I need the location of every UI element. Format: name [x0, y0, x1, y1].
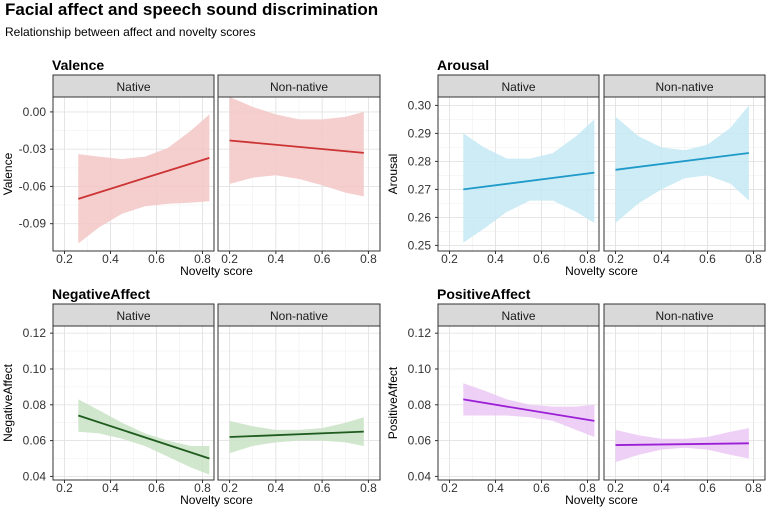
valence-y-tick-label: -0.06: [19, 179, 47, 193]
positive-affect-native-panel-border: [437, 325, 600, 481]
positive-affect-y-tick-label: 0.10: [408, 362, 432, 376]
negative-affect-native-panel-border: [52, 325, 215, 481]
positive-affect-y-tick-label: 0.04: [408, 469, 432, 483]
valence-native-x-tick-label: 0.4: [102, 252, 119, 266]
valence-y-tick-label: -0.09: [19, 217, 47, 231]
negative-affect-native-trend-line: [78, 414, 210, 460]
arousal-non-native-x-tick-label: 0.2: [607, 252, 624, 266]
positive-affect-y-tick-label: 0.06: [408, 434, 432, 448]
arousal-non-native-confidence-band: [615, 105, 749, 223]
negative-affect-non-native-panel-border: [217, 325, 381, 481]
negative-affect-x-axis-label: Novelty score: [180, 493, 253, 507]
arousal-plot-title: Arousal: [437, 57, 489, 73]
valence-non-native-trend-line: [229, 139, 364, 154]
positive-affect-native-strip-label: Native: [501, 309, 535, 323]
arousal-y-tick-label: 0.26: [408, 210, 432, 224]
negative-affect-native-x-tick-label: 0.2: [56, 481, 73, 495]
positive-affect-native-x-tick-label: 0.4: [487, 481, 504, 495]
negative-affect-non-native-x-tick-label: 0.2: [221, 481, 238, 495]
arousal-y-tick-label: 0.29: [408, 126, 432, 140]
positive-affect-plot-title: PositiveAffect: [437, 286, 531, 302]
arousal-y-axis-label: Arousal: [386, 154, 400, 195]
arousal-x-axis-label: Novelty score: [565, 264, 638, 278]
negative-affect-native-x-tick-label: 0.4: [102, 481, 119, 495]
negative-affect-non-native-x-tick-label: 0.6: [314, 481, 331, 495]
arousal-y-tick-label: 0.27: [408, 182, 432, 196]
valence-y-tick-label: 0.00: [23, 105, 47, 119]
valence-non-native-x-tick-label: 0.8: [360, 252, 377, 266]
valence-non-native-x-tick-label: 0.6: [314, 252, 331, 266]
negative-affect-y-tick-label: 0.08: [23, 398, 47, 412]
valence-non-native-panel-border: [217, 96, 381, 252]
negative-affect-non-native-trend-line: [229, 430, 364, 438]
arousal-native-x-tick-label: 0.6: [533, 252, 550, 266]
positive-affect-y-tick-label: 0.08: [408, 398, 432, 412]
positive-affect-non-native-trend-line: [615, 442, 749, 446]
arousal-native-x-tick-label: 0.4: [487, 252, 504, 266]
positive-affect-native-trend-line: [463, 398, 595, 422]
valence-native-strip-label: Native: [116, 80, 150, 94]
valence-y-axis-label: Valence: [1, 152, 15, 195]
arousal-non-native-panel-border: [603, 96, 766, 252]
positive-affect-non-native-x-tick-label: 0.8: [745, 481, 762, 495]
arousal-native-strip-label: Native: [501, 80, 535, 94]
negative-affect-y-tick-label: 0.10: [23, 362, 47, 376]
valence-native-panel-border: [52, 96, 215, 252]
valence-native-x-tick-label: 0.2: [56, 252, 73, 266]
figure-title: Facial affect and speech sound discrimin…: [5, 0, 379, 19]
negative-affect-y-tick-label: 0.12: [23, 326, 47, 340]
arousal-y-tick-label: 0.30: [408, 98, 432, 112]
negative-affect-native-strip-label: Native: [116, 309, 150, 323]
negative-affect-y-tick-label: 0.04: [23, 469, 47, 483]
positive-affect-native-x-tick-label: 0.8: [579, 481, 596, 495]
figure-subtitle: Relationship between affect and novelty …: [5, 25, 256, 39]
valence-x-axis-label: Novelty score: [180, 264, 253, 278]
valence-plot-title: Valence: [52, 57, 104, 73]
positive-affect-non-native-confidence-band: [615, 428, 749, 463]
negative-affect-non-native-x-tick-label: 0.8: [360, 481, 377, 495]
arousal-native-x-tick-label: 0.8: [579, 252, 596, 266]
positive-affect-non-native-x-tick-label: 0.2: [607, 481, 624, 495]
valence-non-native-x-tick-label: 0.2: [221, 252, 238, 266]
negative-affect-y-axis-label: NegativeAffect: [1, 363, 15, 441]
positive-affect-non-native-strip-label: Non-native: [655, 309, 713, 323]
valence-non-native-strip-label: Non-native: [270, 80, 328, 94]
arousal-non-native-strip-label: Non-native: [655, 80, 713, 94]
positive-affect-native-x-tick-label: 0.6: [533, 481, 550, 495]
arousal-native-x-tick-label: 0.2: [441, 252, 458, 266]
arousal-non-native-x-tick-label: 0.6: [699, 252, 716, 266]
arousal-y-tick-label: 0.28: [408, 154, 432, 168]
arousal-non-native-trend-line: [615, 152, 750, 171]
positive-affect-native-x-tick-label: 0.2: [441, 481, 458, 495]
negative-affect-y-tick-label: 0.06: [23, 434, 47, 448]
positive-affect-non-native-panel-border: [603, 325, 766, 481]
arousal-y-tick-label: 0.25: [408, 238, 432, 252]
arousal-native-panel-border: [437, 96, 600, 252]
negative-affect-native-x-tick-label: 0.6: [148, 481, 165, 495]
valence-native-x-tick-label: 0.6: [148, 252, 165, 266]
negative-affect-plot-title: NegativeAffect: [52, 286, 150, 302]
valence-non-native-x-tick-label: 0.4: [268, 252, 285, 266]
arousal-non-native-x-tick-label: 0.8: [745, 252, 762, 266]
positive-affect-non-native-x-tick-label: 0.4: [653, 481, 670, 495]
arousal-native-trend-line: [463, 171, 595, 191]
valence-y-tick-label: -0.03: [19, 142, 47, 156]
positive-affect-non-native-x-tick-label: 0.6: [699, 481, 716, 495]
valence-native-trend-line: [78, 156, 210, 200]
negative-affect-native-x-tick-label: 0.8: [194, 481, 211, 495]
negative-affect-non-native-x-tick-label: 0.4: [268, 481, 285, 495]
negative-affect-non-native-strip-label: Non-native: [270, 309, 328, 323]
arousal-non-native-x-tick-label: 0.4: [653, 252, 670, 266]
positive-affect-y-tick-label: 0.12: [408, 326, 432, 340]
valence-native-x-tick-label: 0.8: [194, 252, 211, 266]
positive-affect-x-axis-label: Novelty score: [565, 493, 638, 507]
positive-affect-y-axis-label: PositiveAffect: [386, 366, 400, 439]
